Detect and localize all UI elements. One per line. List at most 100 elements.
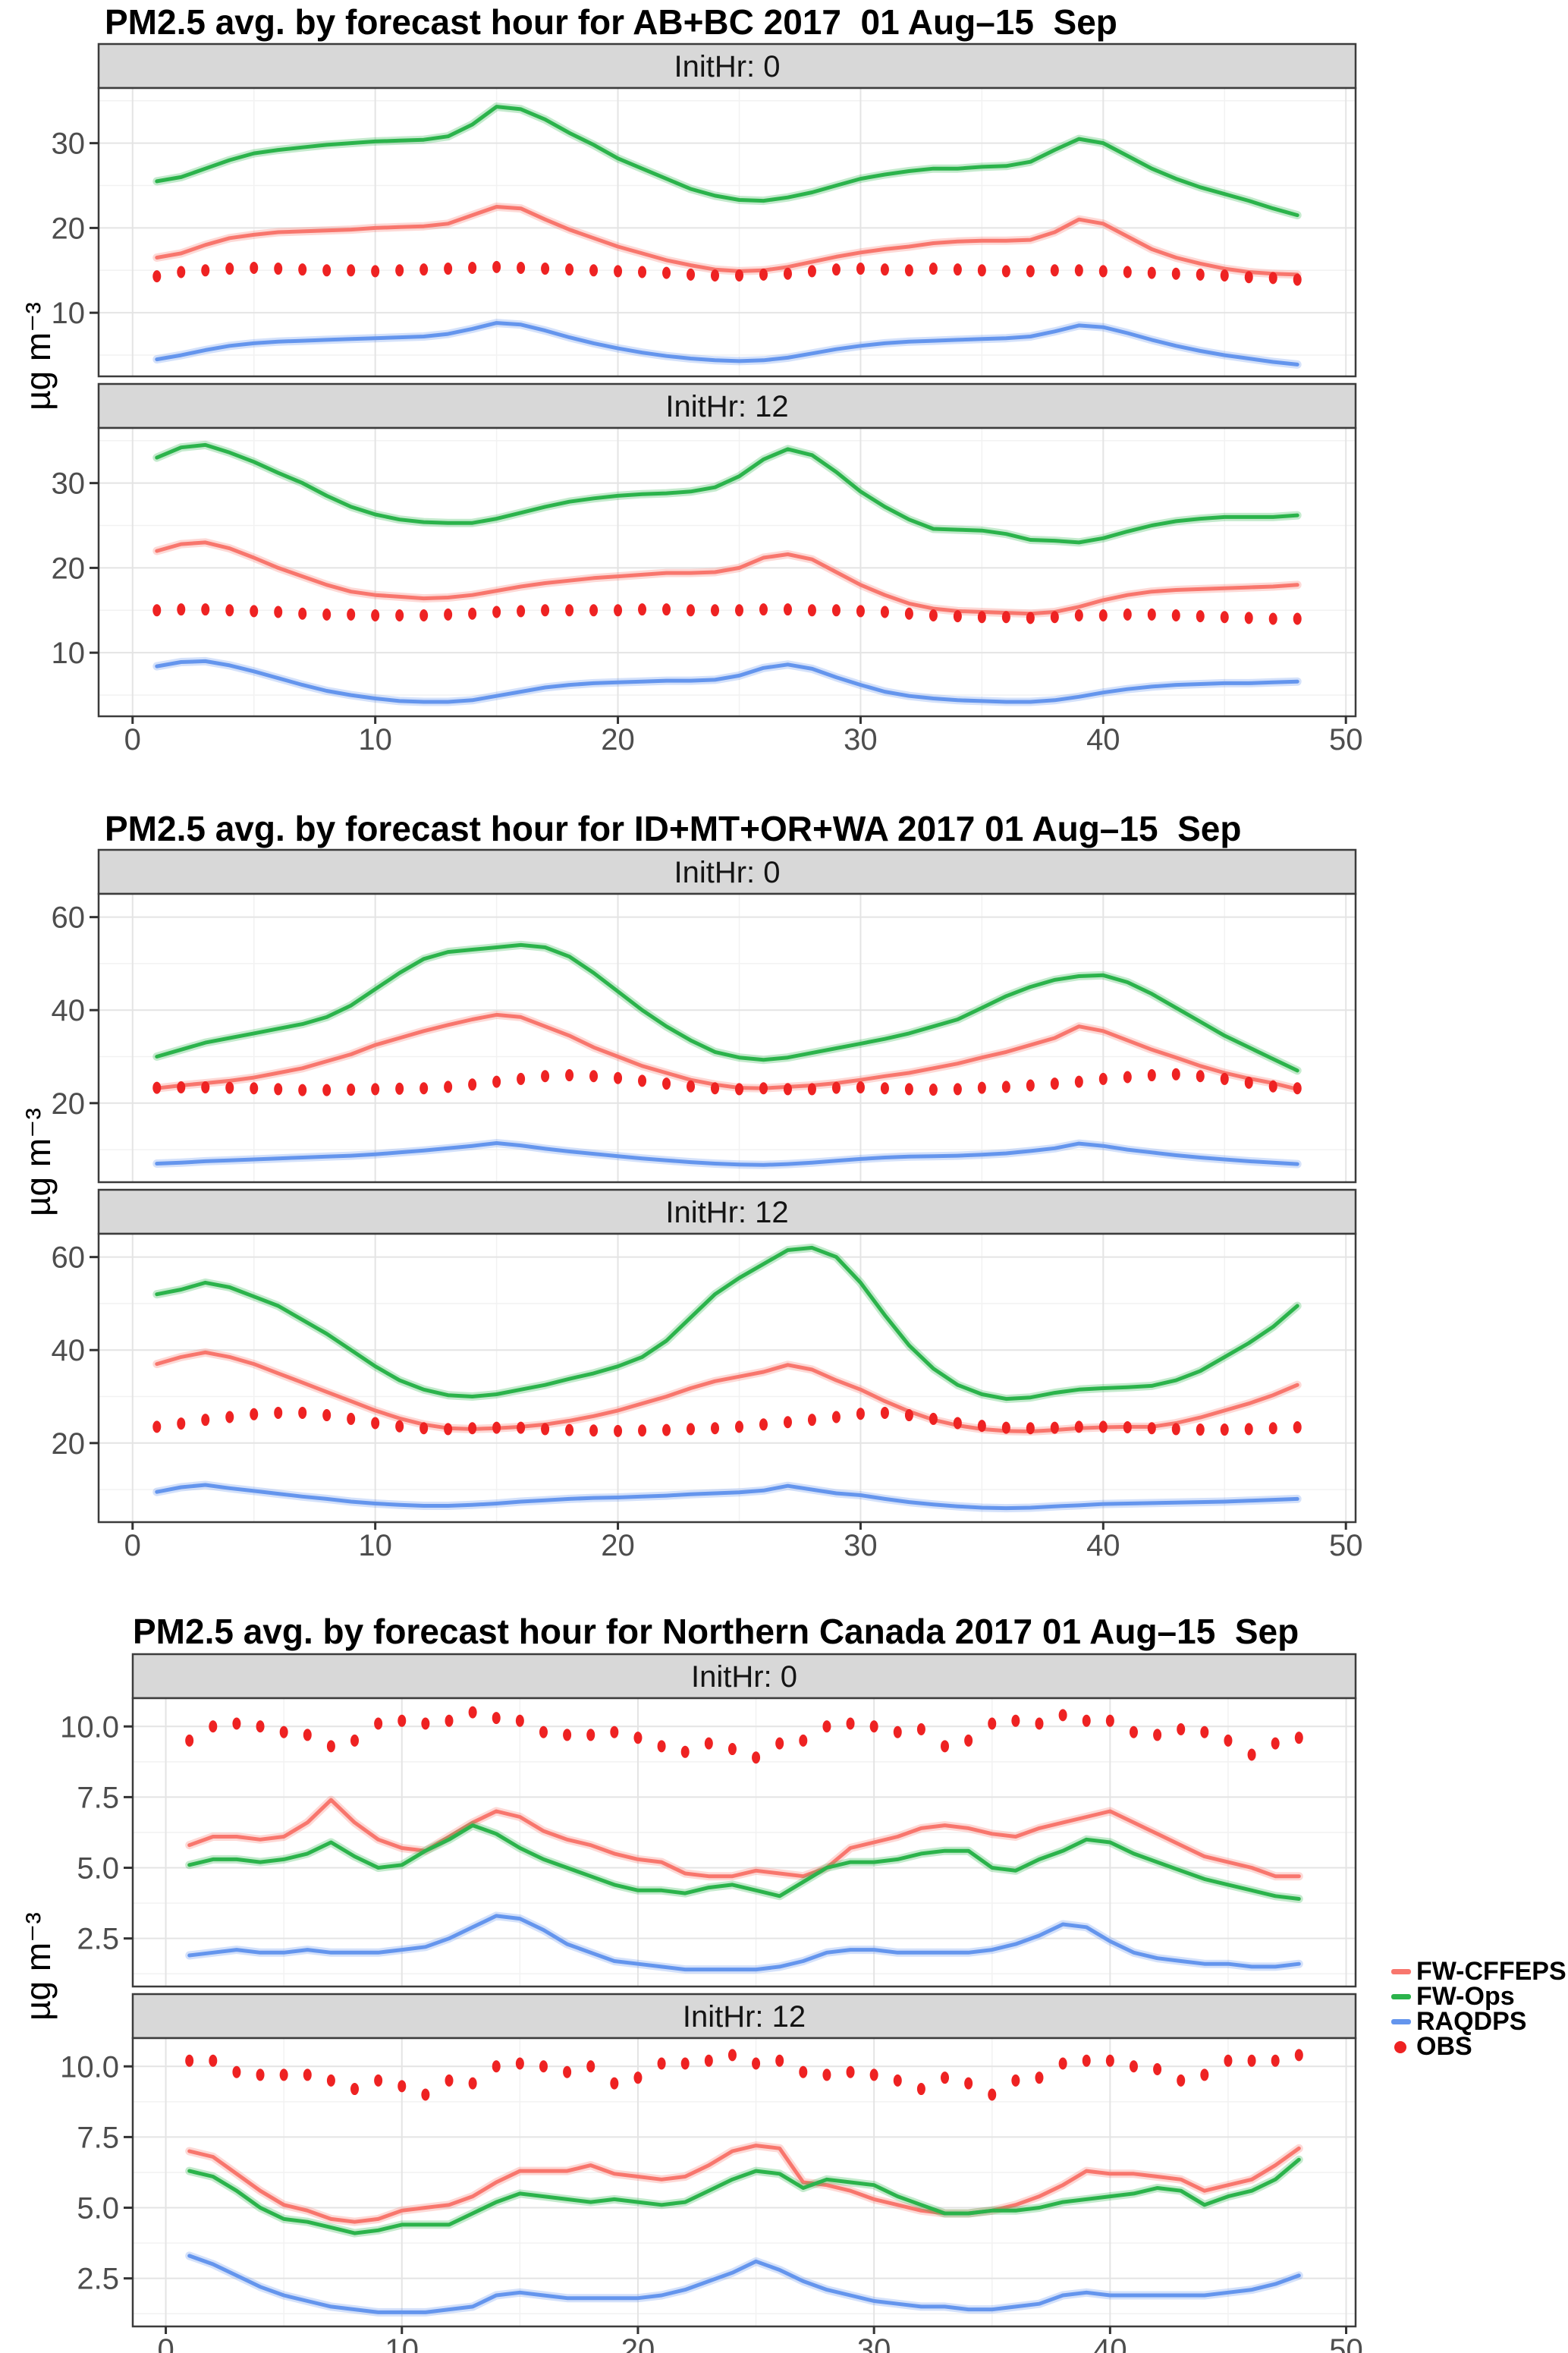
y-tick-label: 30 (52, 127, 86, 161)
plot-area: InitHr: 0 2.5 5.0 7.5 10.0 InitHr: 12 2.5 5.0 7.… (60, 1653, 1363, 2353)
x-tick-label: 20 (621, 2333, 655, 2353)
series-group (152, 1243, 1302, 1513)
legend-key-line (1391, 2019, 1411, 2024)
gridlines (99, 1234, 1356, 1522)
facet-strip-label: InitHr: 12 (665, 390, 788, 423)
y-axis: 20 40 60 (52, 901, 99, 1121)
y-tick-label: 5.0 (77, 1852, 119, 1886)
x-tick-label: 40 (1086, 1529, 1120, 1562)
facet-1: InitHr: 12 10 20 30 0 10 20 30 40 50 (52, 382, 1363, 757)
y-tick-label: 30 (52, 467, 86, 501)
x-tick-label: 30 (857, 2333, 891, 2353)
legend: FW-CFFEPS FW-Ops RAQDPS OBS (1391, 1957, 1566, 2061)
x-tick-label: 40 (1086, 723, 1120, 757)
facet-strip-label: InitHr: 0 (674, 50, 780, 83)
x-tick-label: 10 (358, 1529, 392, 1562)
series-RAQDPS (185, 1911, 1303, 1974)
panel-border (97, 892, 1357, 1184)
facet-strip-label: InitHr: 12 (665, 1196, 788, 1229)
series-FW-CFFEPS (152, 1010, 1302, 1093)
series-group (185, 2049, 1303, 2317)
y-tick-label: 40 (52, 994, 86, 1027)
series-OBS (185, 1706, 1303, 1764)
facet-strip (97, 382, 1357, 429)
y-tick-label: 60 (52, 1241, 86, 1275)
series-group (152, 940, 1302, 1169)
series-FW-CFFEPS (185, 2141, 1303, 2226)
y-tick-label: 7.5 (77, 1781, 119, 1814)
y-tick-label: 60 (52, 901, 86, 935)
series-RAQDPS (185, 2251, 1303, 2317)
x-tick-label: 30 (844, 723, 878, 757)
legend-item-fw-ops: FW-Ops (1391, 1982, 1566, 2011)
chart-northern-canada: PM2.5 avg. by forecast hour for Northern… (0, 1568, 1568, 2353)
series-FW-Ops (152, 440, 1302, 547)
x-tick-label: 50 (1329, 723, 1363, 757)
x-axis: 0 10 20 30 40 50 (124, 1522, 1363, 1562)
series-RAQDPS (152, 1139, 1302, 1169)
chart-title: PM2.5 avg. by forecast hour for Northern… (133, 1612, 1299, 1651)
legend-item-fw-cffeps: FW-CFFEPS (1391, 1957, 1566, 1986)
facet-panel (99, 894, 1356, 1182)
gridlines (99, 894, 1356, 1182)
series-RAQDPS (152, 319, 1302, 369)
y-tick-label: 2.5 (77, 1923, 119, 1956)
series-FW-CFFEPS (152, 203, 1302, 279)
y-axis: 2.5 5.0 7.5 10.0 (60, 1710, 133, 1956)
x-tick-label: 0 (124, 1529, 141, 1562)
y-tick-label: 10 (52, 297, 86, 330)
y-axis: 10 20 30 (52, 467, 99, 670)
series-RAQDPS (152, 656, 1302, 706)
y-tick-label: 10.0 (60, 1710, 119, 1744)
facet-1: InitHr: 12 2.5 5.0 7.5 10.0 0 10 20 30 40 50 (60, 1993, 1363, 2353)
series-FW-Ops (185, 1821, 1303, 1903)
y-tick-label: 20 (52, 552, 86, 585)
x-tick-label: 50 (1329, 1529, 1363, 1562)
x-tick-label: 50 (1329, 2333, 1363, 2353)
series-OBS (152, 603, 1302, 625)
series-group (185, 1706, 1303, 1974)
plot-area: InitHr: 0 20 40 60 InitHr: 12 20 40 60 0 10 20 30 40… (52, 848, 1363, 1562)
facet-strip-label: InitHr: 0 (691, 1660, 797, 1694)
y-axis: 2.5 5.0 7.5 10.0 (60, 2050, 133, 2296)
series-OBS (152, 1406, 1302, 1437)
series-FW-CFFEPS (152, 538, 1302, 618)
x-axis: 0 10 20 30 40 50 (157, 2326, 1363, 2353)
series-OBS (152, 260, 1302, 286)
y-tick-label: 20 (52, 1087, 86, 1121)
y-tick-label: 10 (52, 637, 86, 670)
facet-strip (131, 1653, 1357, 1700)
gridlines (133, 2038, 1356, 2326)
plot-area: InitHr: 0 10 20 30 InitHr: 12 10 20 30 0 10 20 30 40… (52, 42, 1363, 757)
legend-label: RAQDPS (1416, 2007, 1527, 2036)
series-FW-CFFEPS (185, 1795, 1303, 1881)
x-tick-label: 40 (1093, 2333, 1127, 2353)
panel-border (131, 2037, 1357, 2328)
x-tick-label: 20 (601, 723, 635, 757)
facet-panel (99, 428, 1356, 716)
x-tick-label: 30 (844, 1529, 878, 1562)
y-tick-label: 20 (52, 212, 86, 245)
facet-strip (97, 42, 1357, 90)
x-tick-label: 0 (124, 723, 141, 757)
chart-title: PM2.5 avg. by forecast hour for ID+MT+OR… (105, 809, 1242, 848)
x-tick-label: 10 (385, 2333, 419, 2353)
series-RAQDPS (152, 1480, 1302, 1513)
series-FW-Ops (185, 2155, 1303, 2238)
series-FW-Ops (152, 1243, 1302, 1404)
y-tick-label: 5.0 (77, 2192, 119, 2226)
facet-0: InitHr: 0 20 40 60 (52, 848, 1357, 1184)
y-tick-label: 10.0 (60, 2050, 119, 2084)
chart-ab-bc: PM2.5 avg. by forecast hour for AB+BC 20… (0, 0, 1568, 784)
series-OBS (185, 2049, 1303, 2101)
legend-label: OBS (1416, 2032, 1472, 2061)
facet-strip-label: InitHr: 12 (683, 2000, 806, 2034)
x-tick-label: 0 (157, 2333, 174, 2353)
panel-border (97, 426, 1357, 718)
facet-strip (131, 1993, 1357, 2040)
panel-border (97, 87, 1357, 378)
legend-key-line (1391, 1969, 1411, 1974)
series-FW-Ops (152, 940, 1302, 1075)
y-axis: 10 20 30 (52, 127, 99, 330)
